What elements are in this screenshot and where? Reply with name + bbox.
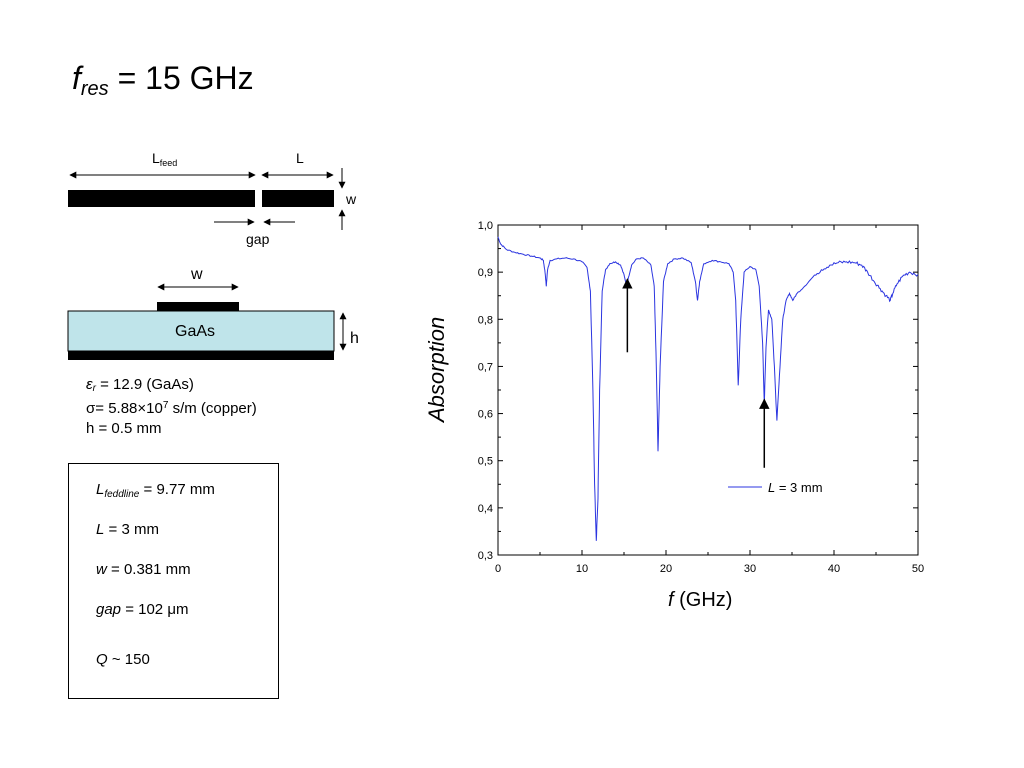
y-tick-label: 0,9	[478, 267, 493, 279]
x-axis-label: f (GHz)	[668, 589, 732, 611]
plot-frame	[497, 224, 919, 556]
sigma-line: σ= 5.88×107 s/m (copper)	[86, 400, 257, 417]
y-tick-label: 1,0	[478, 220, 493, 232]
material-params: εr = 12.9 (GaAs) σ= 5.88×107 s/m (copper…	[86, 375, 257, 439]
substrate-label: GaAs	[175, 323, 215, 340]
w-top-label: w	[190, 266, 203, 283]
y-tick-label: 0,4	[478, 503, 493, 515]
absorption-chart: 0 10 20 30 40 50 0,3 0,4 0,5 0,6 0,7 0,8 0,9 1,0 L = …	[424, 220, 924, 611]
gap-row: gap = 102 μm	[96, 601, 189, 618]
gap-label: gap	[246, 231, 270, 247]
x-tick-label: 0	[495, 563, 501, 575]
feed-strip	[68, 190, 255, 207]
y-axis-label: Absorption	[424, 317, 449, 424]
line-diagram: Lfeed L w gap w GaAs h	[67, 150, 359, 360]
lfeed-label: Lfeed	[152, 150, 177, 168]
top-conductor	[157, 302, 239, 311]
h-line: h = 0.5 mm	[86, 420, 162, 437]
w-row: w = 0.381 mm	[96, 561, 191, 578]
series-line-l3mm	[497, 236, 919, 541]
x-tick-label: 30	[744, 563, 756, 575]
slide-title: fres = 15 GHz	[72, 60, 254, 100]
w-side-label: w	[345, 191, 357, 207]
eps-line: εr = 12.9 (GaAs)	[86, 376, 194, 394]
lfeed-row: Lfeddline = 9.77 mm	[96, 481, 215, 500]
l-label: L	[296, 150, 304, 166]
y-tick-label: 0,6	[478, 409, 493, 421]
x-tick-label: 40	[828, 563, 840, 575]
legend-label: L = 3 mm	[768, 480, 823, 495]
y-tick-label: 0,8	[478, 314, 493, 326]
q-row: Q ~ 150	[96, 651, 150, 668]
resonator-strip	[262, 190, 334, 207]
gaas-substrate	[67, 310, 335, 352]
y-tick-label: 0,3	[478, 550, 493, 562]
l-row: L = 3 mm	[96, 521, 159, 538]
ground-plane	[68, 351, 334, 360]
x-tick-label: 10	[576, 563, 588, 575]
h-label: h	[350, 330, 359, 347]
x-tick-label: 20	[660, 563, 672, 575]
params-box: Lfeddline = 9.77 mm L = 3 mm w = 0.381 m…	[68, 463, 279, 699]
y-tick-label: 0,7	[478, 361, 493, 373]
y-tick-label: 0,5	[478, 456, 493, 468]
x-tick-label: 50	[912, 563, 924, 575]
